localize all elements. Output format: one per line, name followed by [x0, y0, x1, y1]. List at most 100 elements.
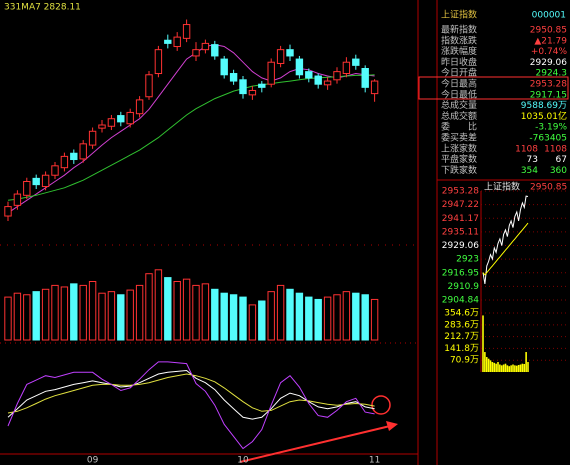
- quote-name: 上证指数: [441, 9, 477, 21]
- quote-value: -3.19%: [535, 123, 567, 133]
- volume-bar: [51, 284, 59, 341]
- candle-body: [211, 44, 219, 57]
- candle-body: [173, 36, 181, 48]
- intraday-title-value: 2950.85: [530, 183, 567, 193]
- quote-value: ▲21.79: [534, 36, 567, 46]
- volume-bar: [182, 278, 191, 341]
- quote-label: 上涨家数: [441, 142, 477, 154]
- y-tick-label: 2916.95: [442, 268, 479, 278]
- candle-body: [314, 75, 322, 85]
- candle-body: [13, 193, 22, 206]
- candle-body: [258, 83, 266, 88]
- volume-bar: [286, 288, 294, 341]
- quote-value: 2917.15: [530, 90, 567, 100]
- y-tick-label: 212.7万: [444, 332, 479, 342]
- candle-body: [295, 58, 304, 76]
- candle-body: [342, 61, 351, 75]
- volume-bar: [323, 296, 332, 341]
- candle-body: [220, 58, 228, 76]
- quote-value: 354: [521, 166, 538, 176]
- volume-bar: [70, 283, 78, 341]
- volume-bar: [164, 277, 172, 341]
- candle-body: [201, 42, 210, 51]
- candle-body: [164, 39, 172, 44]
- candle-body: [248, 89, 257, 96]
- quote-value: +0.74%: [531, 47, 568, 57]
- quote-label: 委买卖差: [441, 132, 477, 144]
- volume-bar: [79, 284, 87, 341]
- indicator-line: [7, 361, 375, 450]
- quote-value: 2929.06: [530, 58, 567, 68]
- y-tick-label: 141.8万: [444, 344, 479, 354]
- quote-label: 昨日收盘: [441, 56, 477, 68]
- y-tick-label: 283.6万: [444, 320, 479, 330]
- volume-bar: [23, 294, 31, 341]
- volume-bar: [126, 289, 134, 341]
- candle-body: [182, 24, 191, 39]
- candle-body: [126, 111, 134, 125]
- volume-bar: [220, 292, 228, 341]
- volume-bar: [305, 296, 313, 341]
- candle-body: [107, 118, 116, 127]
- volume-bar: [342, 291, 351, 341]
- volume-bar: [370, 298, 379, 341]
- volume-bar: [41, 288, 50, 341]
- volume-bar: [267, 291, 275, 341]
- arrow: [239, 425, 391, 463]
- volume-bar: [117, 294, 125, 341]
- quote-value: 2950.85: [530, 26, 567, 36]
- candle-body: [333, 71, 341, 81]
- volume-bar: [88, 281, 97, 341]
- y-tick-label: 70.9万: [450, 356, 479, 366]
- volume-bar: [201, 283, 210, 341]
- volume-bar: [60, 286, 69, 341]
- quote-label: 总成交额: [441, 110, 477, 122]
- candle-body: [267, 61, 275, 85]
- volume-bar: [333, 294, 341, 341]
- quote-value: 9588.69万: [521, 101, 567, 111]
- volume-bar: [192, 284, 200, 341]
- quote-value: 73: [527, 155, 538, 165]
- candle-body: [276, 49, 285, 64]
- candle-body: [370, 80, 379, 95]
- y-tick-label: 2953.28: [442, 187, 479, 197]
- candle-body: [145, 74, 153, 98]
- quote-label: 委 比: [441, 121, 477, 133]
- volume-bar: [13, 292, 22, 341]
- candle-body: [192, 49, 200, 57]
- quote-label: 今日开盘: [441, 67, 477, 79]
- volume-bar: [145, 273, 153, 341]
- intraday-line: [482, 222, 529, 276]
- candle-body: [305, 71, 313, 79]
- quote-code: 000001: [532, 11, 566, 21]
- volume-bar: [107, 291, 116, 341]
- annotation-circle: [371, 395, 391, 415]
- volume-bar: [211, 288, 219, 341]
- y-tick-label: 2923: [456, 255, 479, 265]
- y-tick-label: 2947.22: [442, 200, 479, 210]
- intraday-line: [482, 195, 529, 284]
- candle-body: [154, 49, 163, 75]
- quote-label: 今日最低: [441, 88, 477, 100]
- volume-bar: [248, 304, 257, 341]
- y-tick-label: 2910.9: [448, 282, 480, 292]
- x-tick-label: 10: [237, 456, 249, 465]
- candle-body: [286, 49, 294, 57]
- intraday-title: 上证指数: [484, 181, 520, 193]
- quote-label: 最新指数: [441, 24, 477, 36]
- quote-value: 360: [550, 166, 567, 176]
- quote-value: -763405: [529, 134, 567, 144]
- candle-body: [51, 165, 59, 176]
- quote-value: 2953.28: [530, 80, 567, 90]
- y-tick-label: 2941.17: [442, 214, 479, 224]
- volume-bar: [276, 284, 285, 341]
- candle-body: [352, 58, 360, 66]
- indicator-line: [7, 373, 375, 414]
- candle-body: [60, 155, 69, 169]
- arrow-head: [386, 421, 398, 431]
- quote-value: 2924.3: [536, 69, 568, 79]
- moving-average: [7, 44, 375, 214]
- volume-bar: [361, 294, 369, 341]
- quote-value: 67: [556, 155, 567, 165]
